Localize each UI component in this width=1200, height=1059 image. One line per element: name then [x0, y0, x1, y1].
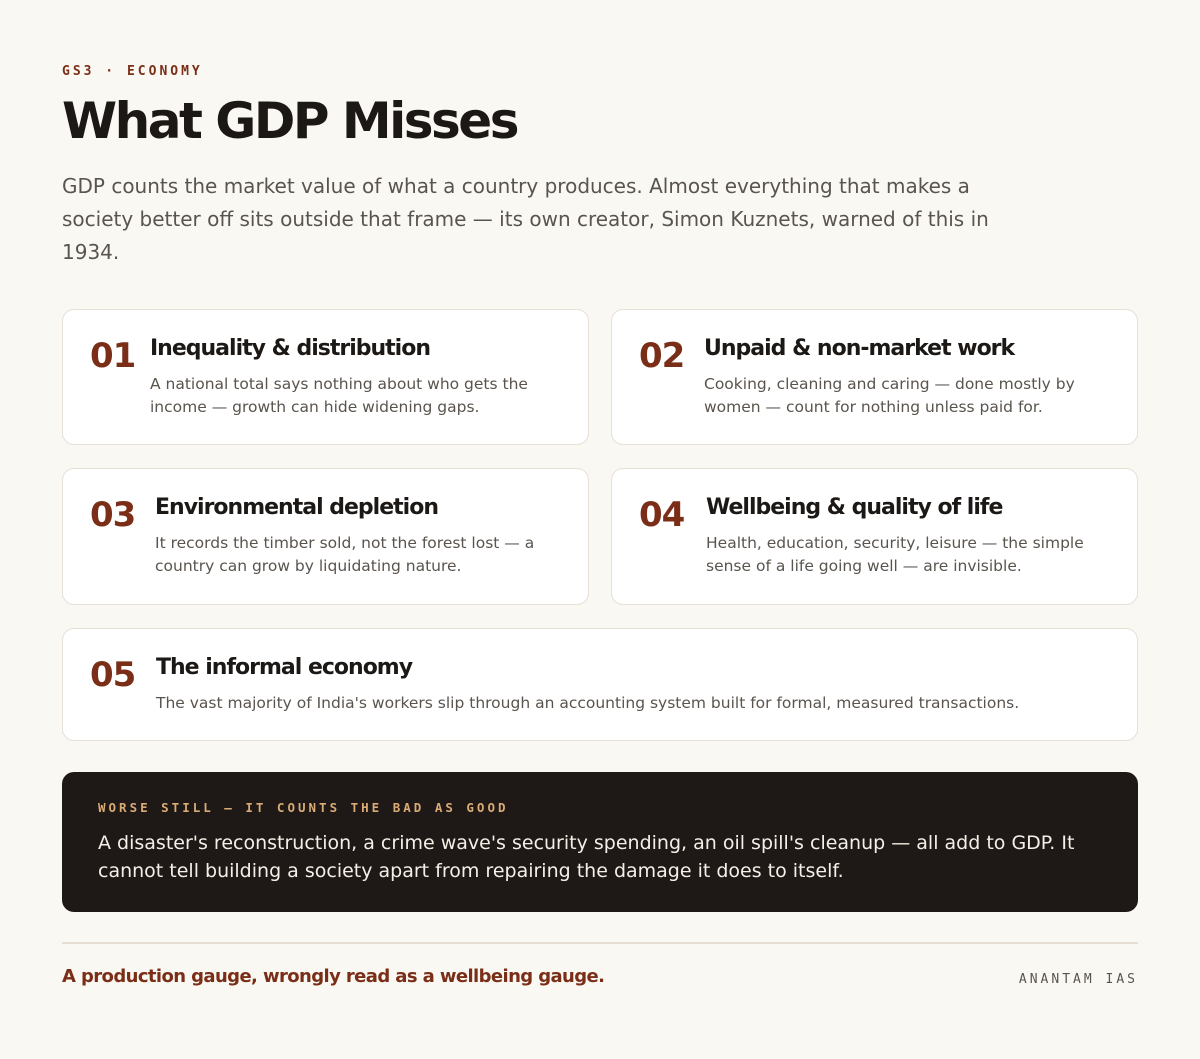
- card-unpaid-work: 02 Unpaid & non-market work Cooking, cle…: [611, 309, 1138, 445]
- card-title: Wellbeing & quality of life: [706, 495, 1003, 520]
- card-environment: 03 Environmental depletion It records th…: [62, 468, 589, 605]
- card-informal-economy: 05 The informal economy The vast majorit…: [62, 628, 1138, 741]
- card-title: The informal economy: [156, 655, 413, 680]
- card-wellbeing: 04 Wellbeing & quality of life Health, e…: [611, 468, 1138, 605]
- callout-text: A disaster's reconstruction, a crime wav…: [98, 832, 1075, 882]
- intro-paragraph: GDP counts the market value of what a co…: [62, 174, 989, 264]
- card-title: Environmental depletion: [155, 495, 439, 520]
- card-title: Inequality & distribution: [150, 336, 431, 361]
- card-number: 02: [639, 336, 685, 376]
- card-body: The vast majority of India's workers sli…: [156, 694, 1020, 712]
- card-body: It records the timber sold, not the fore…: [155, 534, 535, 575]
- card-body: Cooking, cleaning and caring — done most…: [704, 375, 1075, 416]
- page-title: What GDP Misses: [62, 92, 519, 150]
- card-inequality: 01 Inequality & distribution A national …: [62, 309, 589, 445]
- brand-name: ANANTAM IAS: [1018, 972, 1138, 987]
- card-body: Health, education, security, leisure — t…: [706, 534, 1084, 575]
- footer-divider: [62, 942, 1138, 944]
- card-number: 04: [639, 495, 685, 535]
- callout-label: WORSE STILL — IT COUNTS THE BAD AS GOOD: [98, 800, 509, 815]
- card-body: A national total says nothing about who …: [150, 375, 528, 416]
- footer-tagline: A production gauge, wrongly read as a we…: [62, 966, 605, 987]
- eyebrow: GS3 · ECONOMY: [62, 64, 203, 79]
- card-number: 05: [90, 655, 136, 695]
- callout-box: WORSE STILL — IT COUNTS THE BAD AS GOOD …: [62, 772, 1138, 912]
- card-number: 03: [90, 495, 136, 535]
- card-title: Unpaid & non-market work: [704, 336, 1015, 361]
- card-number: 01: [90, 336, 136, 376]
